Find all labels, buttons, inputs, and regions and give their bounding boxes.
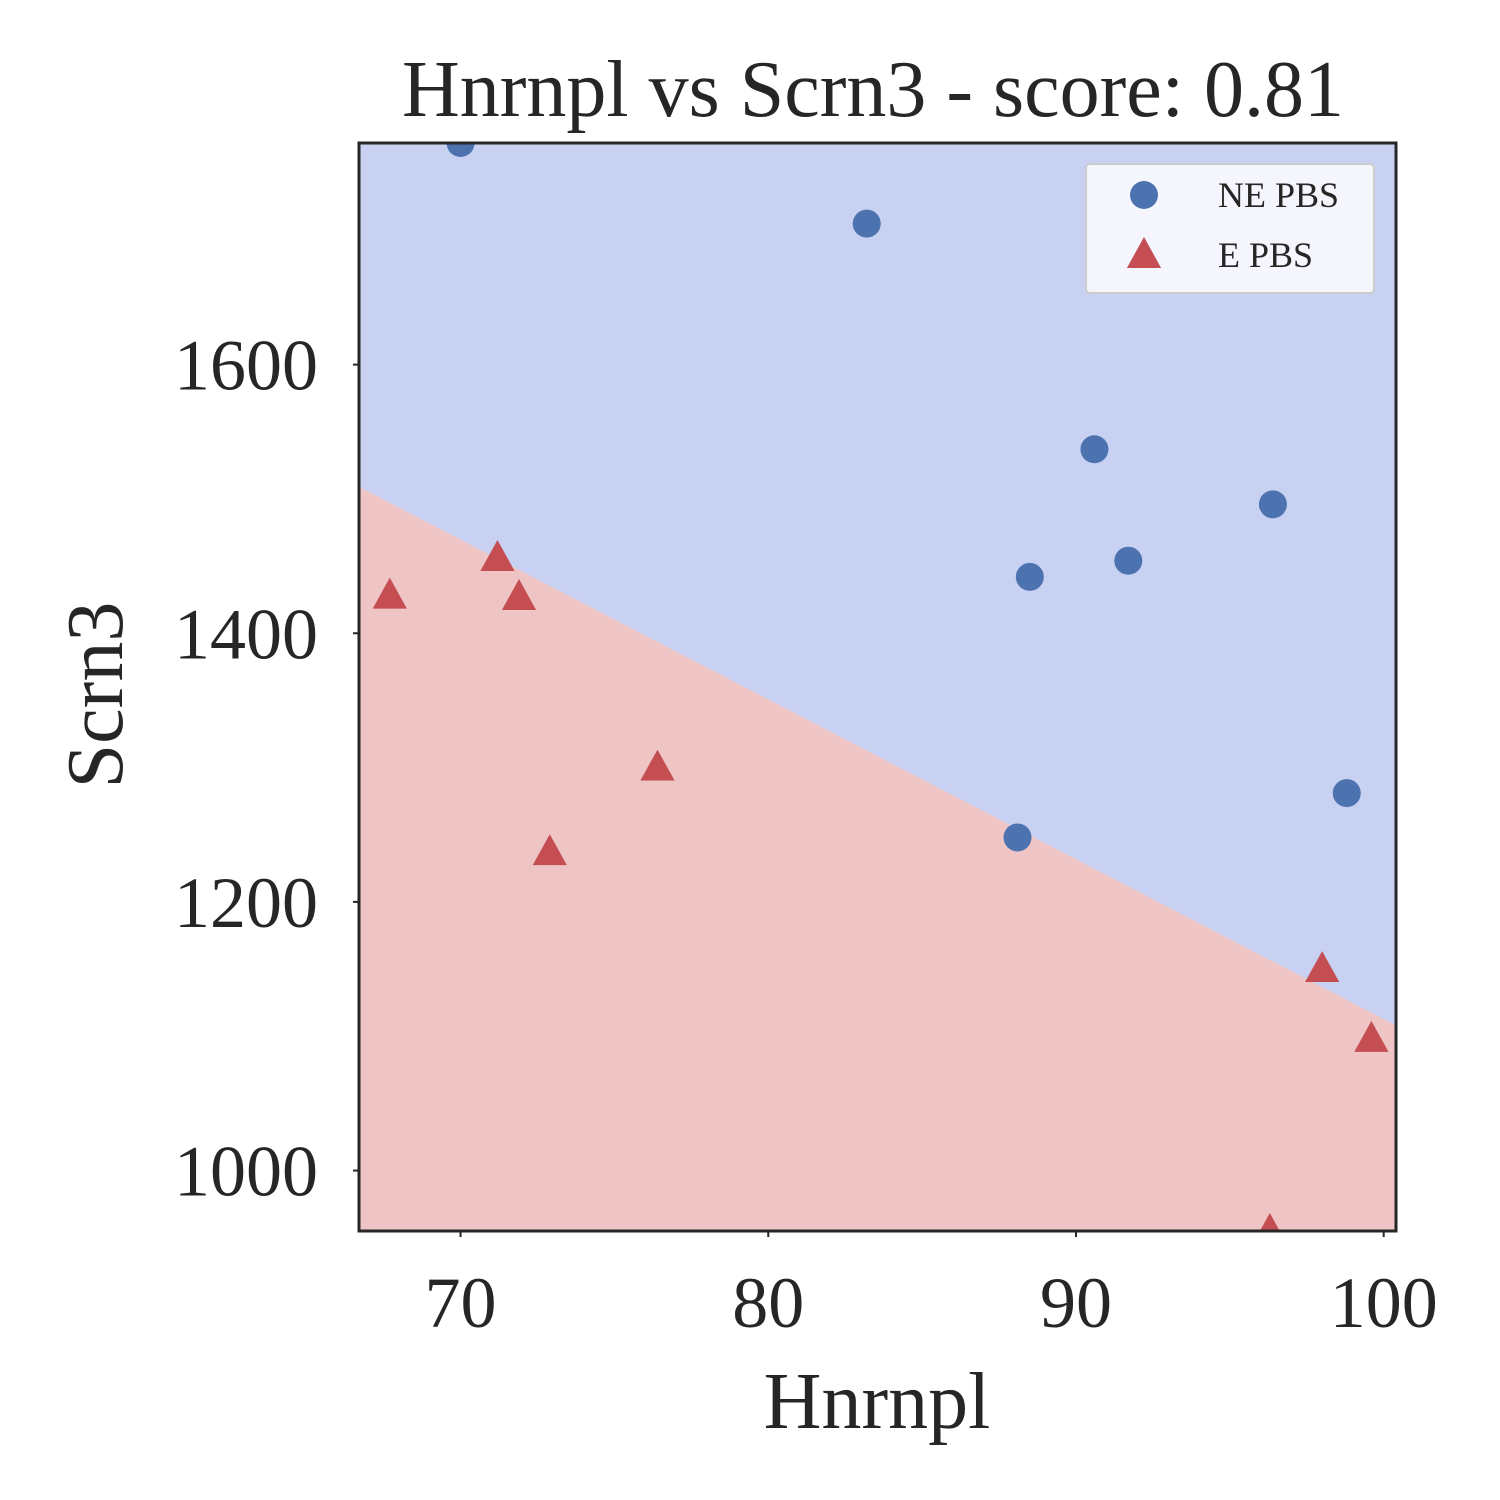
plot-area (359, 143, 1396, 1231)
x-tick-label: 90 (1040, 1263, 1112, 1343)
data-point-ne-pbs (1080, 435, 1109, 464)
data-point-e-pbs (1305, 951, 1340, 983)
data-point-ne-pbs (1332, 779, 1361, 808)
decision-region-e-pbs (359, 486, 1396, 1231)
data-point-ne-pbs (446, 143, 475, 157)
data-point-e-pbs (640, 749, 675, 781)
data-point-e-pbs (480, 540, 515, 572)
plot-frame (357, 141, 1398, 1233)
y-ticks: 1000 1200 1400 1600 (174, 326, 359, 1212)
data-point-e-pbs (1259, 1213, 1280, 1231)
data-point-e-pbs (532, 834, 567, 866)
y-tick-label: 1400 (174, 594, 318, 674)
data-point-e-pbs (501, 579, 537, 610)
data-point-ne-pbs (1015, 562, 1044, 591)
x-tick-label: 100 (1330, 1263, 1438, 1343)
y-axis-label: Scrn3 (52, 602, 140, 789)
y-tick-label: 1200 (174, 863, 318, 943)
legend-label: E PBS (1218, 235, 1313, 275)
legend-marker-ne-pbs (1130, 181, 1158, 209)
x-ticks: 70 80 90 100 (425, 1231, 1438, 1343)
legend-marker-e-pbs (1126, 237, 1162, 268)
legend: NE PBS E PBS (1085, 163, 1375, 294)
x-tick-label: 80 (732, 1263, 804, 1343)
data-point-ne-pbs (1003, 823, 1032, 852)
data-point-e-pbs (372, 577, 407, 609)
decision-region-ne-pbs (359, 143, 1396, 1026)
data-point-e-pbs (1354, 1020, 1389, 1052)
y-tick-label: 1600 (174, 326, 318, 406)
legend-box (1085, 163, 1375, 294)
x-tick-label: 70 (425, 1263, 497, 1343)
y-tick-label: 1000 (174, 1132, 318, 1212)
x-axis-label: Hnrnpl (764, 1358, 991, 1446)
data-point-ne-pbs (852, 209, 881, 238)
data-markers (372, 143, 1389, 1231)
data-point-ne-pbs (1114, 546, 1143, 575)
legend-label: NE PBS (1218, 175, 1339, 215)
chart-title: Hnrnpl vs Scrn3 - score: 0.81 (402, 46, 1344, 134)
data-point-ne-pbs (1258, 490, 1287, 519)
